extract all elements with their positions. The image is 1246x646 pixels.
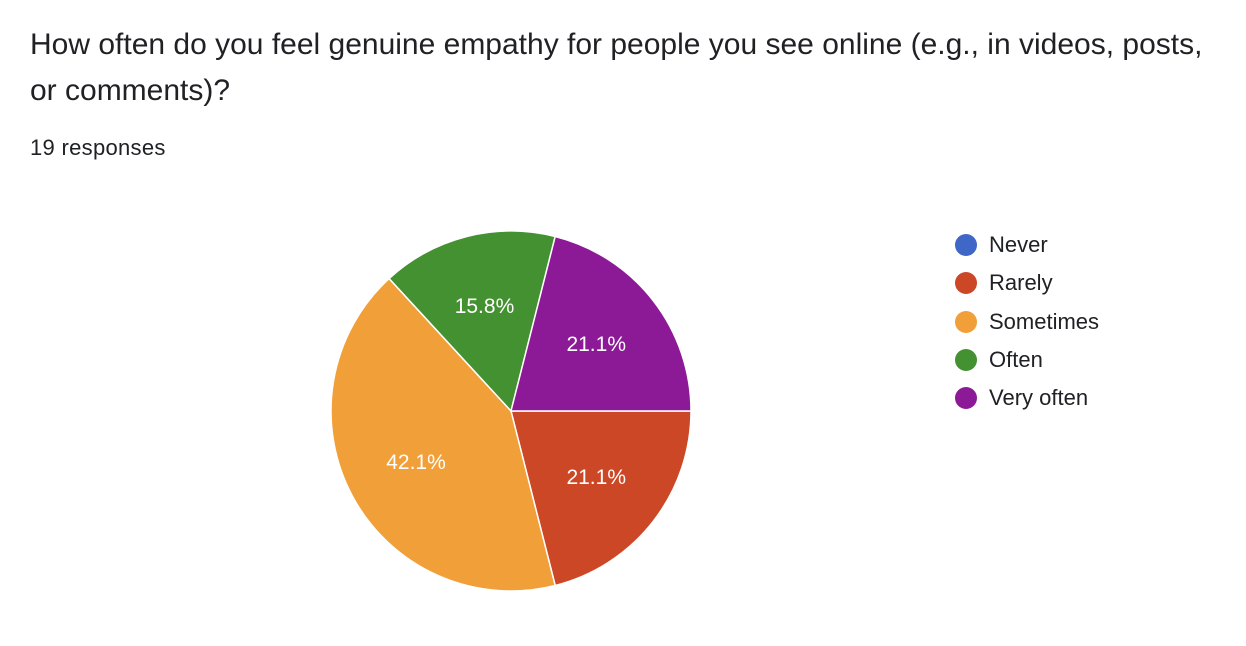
pie-label-very-often: 21.1% xyxy=(566,333,626,356)
legend-swatch xyxy=(955,349,977,372)
chart-legend: Never Rarely Sometimes Often Very often xyxy=(955,226,1099,417)
legend-item-rarely: Rarely xyxy=(955,264,1099,302)
response-count: 19 responses xyxy=(30,135,166,160)
legend-swatch xyxy=(955,310,977,333)
pie-slice-rarely xyxy=(510,410,692,587)
legend-item-very-often: Very often xyxy=(955,379,1099,417)
legend-swatch xyxy=(955,234,977,257)
pie-slice-sometimes xyxy=(330,277,557,592)
pie-label-rarely: 21.1% xyxy=(566,466,626,489)
legend-item-never: Never xyxy=(955,226,1099,264)
pie-slice-very-often xyxy=(510,235,692,412)
legend-label: Never xyxy=(989,232,1048,258)
legend-label: Very often xyxy=(989,385,1089,411)
question-title: How often do you feel genuine empathy fo… xyxy=(30,28,1203,107)
legend-swatch xyxy=(955,387,977,410)
pie-label-often: 15.8% xyxy=(455,295,515,318)
legend-item-often: Often xyxy=(955,341,1099,379)
legend-label: Sometimes xyxy=(989,308,1100,334)
pie-label-sometimes: 42.1% xyxy=(386,451,446,474)
legend-swatch xyxy=(955,272,977,295)
legend-item-sometimes: Sometimes xyxy=(955,303,1099,341)
pie-slice-often xyxy=(388,230,557,413)
legend-label: Rarely xyxy=(989,270,1053,296)
legend-label: Often xyxy=(989,347,1043,373)
